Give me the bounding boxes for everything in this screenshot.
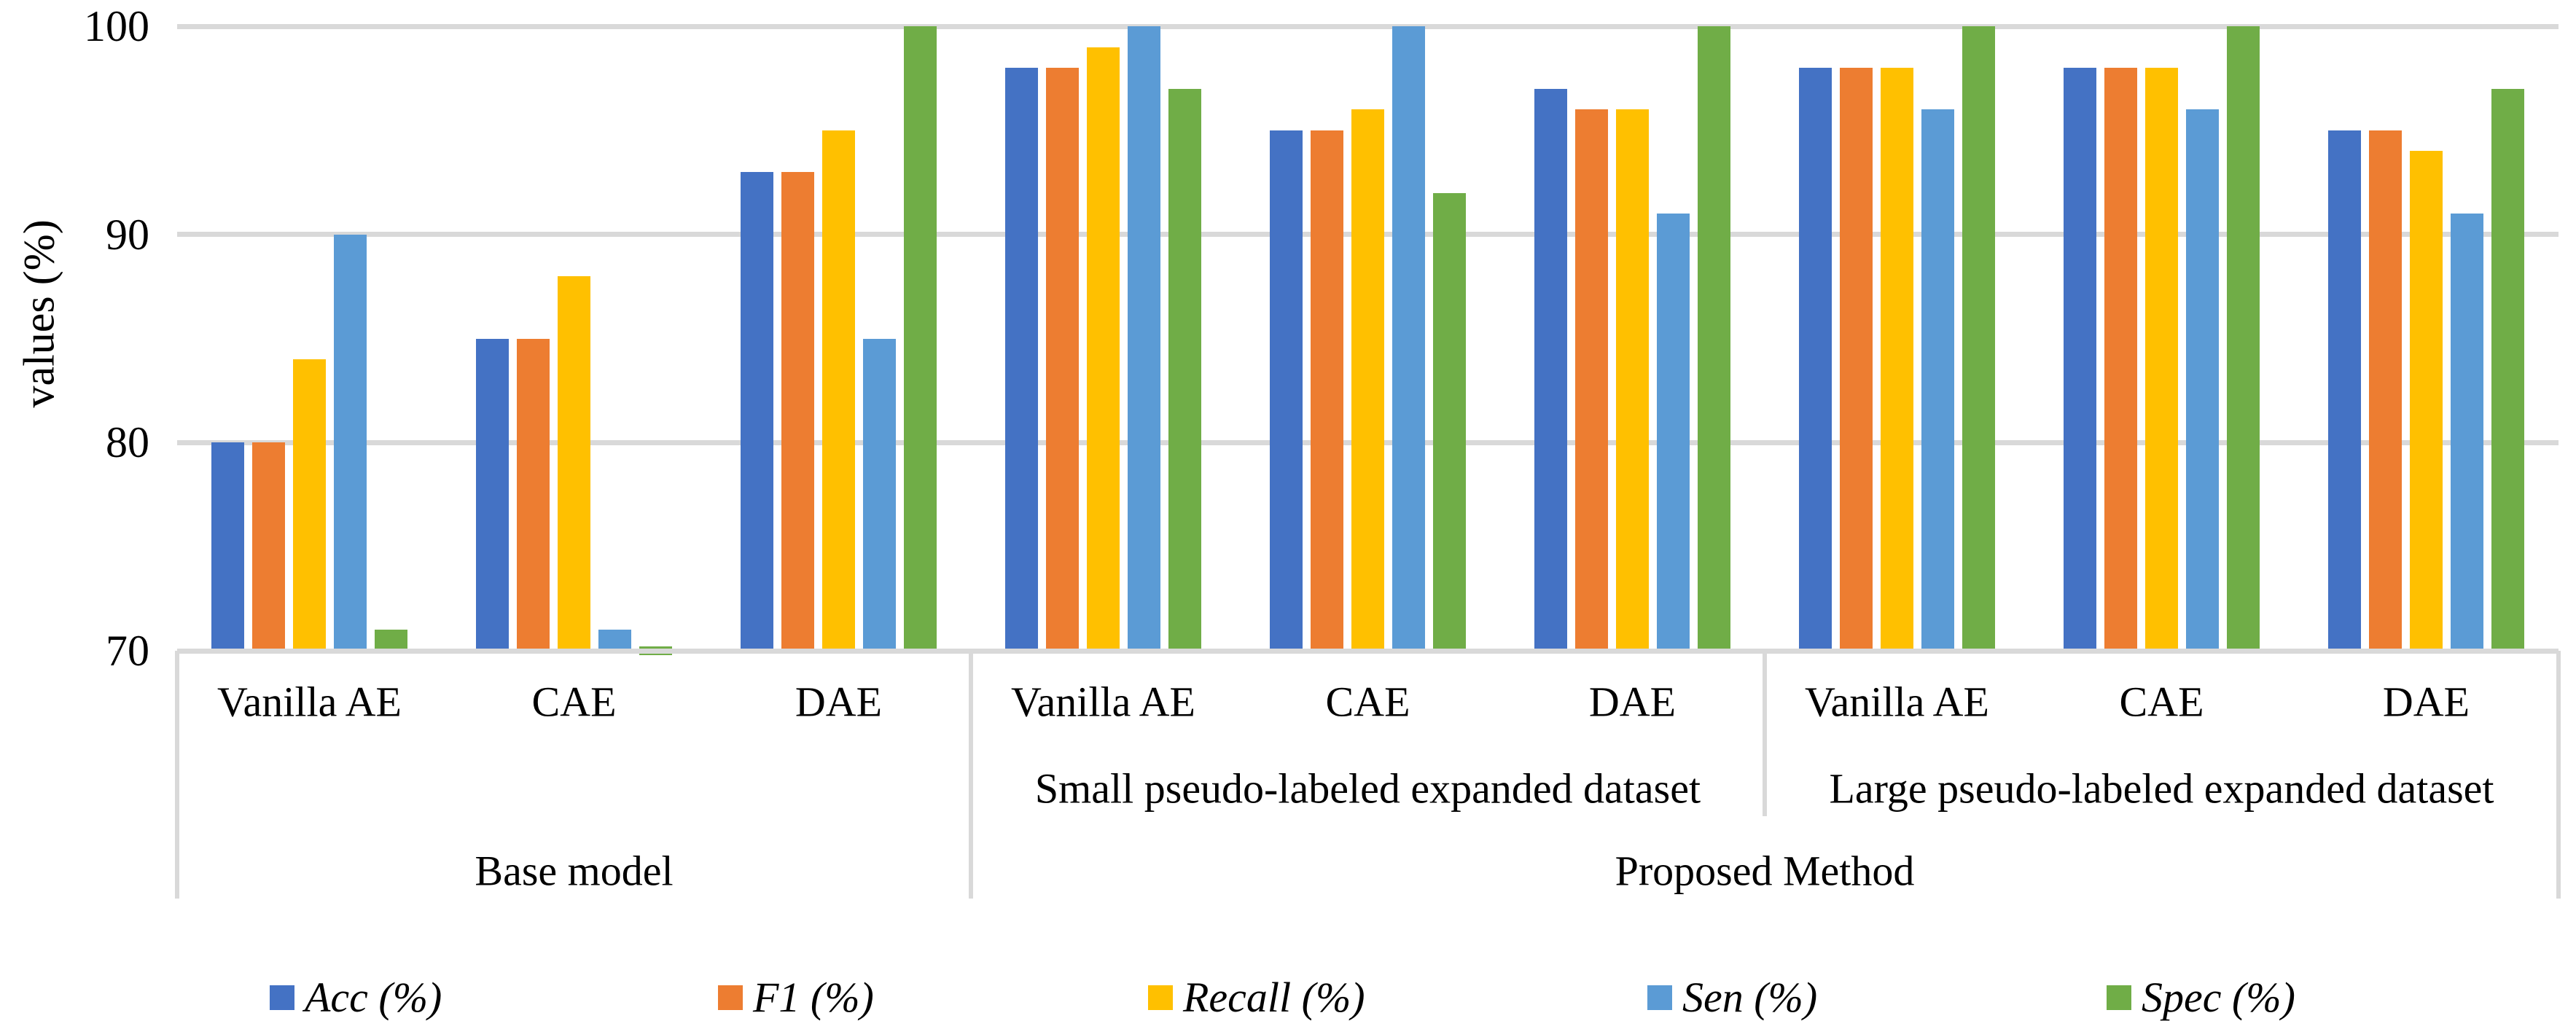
category-label-model: Vanilla AE — [1805, 678, 1989, 726]
category-label-dataset: Large pseudo-labeled expanded dataset — [1829, 764, 2494, 813]
category-label-model: Vanilla AE — [1011, 678, 1195, 726]
legend-label: Sen (%) — [1682, 974, 1818, 1021]
legend-item: F1 (%) — [718, 977, 874, 1019]
bar — [863, 338, 896, 651]
bar — [781, 171, 814, 651]
bar — [1392, 26, 1425, 651]
bar — [375, 630, 407, 651]
legend-item: Sen (%) — [1647, 977, 1817, 1019]
legend-item: Recall (%) — [1148, 977, 1365, 1019]
category-label-model: CAE — [2119, 678, 2204, 726]
y-tick-label-90: 90 — [106, 210, 149, 259]
bar — [293, 359, 326, 651]
bar — [598, 630, 631, 651]
legend-swatch-icon — [270, 985, 294, 1010]
bar — [1168, 88, 1201, 651]
legend-label: Spec (%) — [2142, 974, 2295, 1021]
legend-item: Acc (%) — [270, 977, 442, 1019]
bar — [2491, 88, 2524, 651]
bar — [1270, 130, 1303, 651]
axis-table-divider — [175, 651, 179, 899]
x-axis-line — [177, 648, 2559, 654]
legend-swatch-icon — [718, 985, 743, 1010]
y-tick-label-70: 70 — [106, 627, 149, 675]
bar — [558, 275, 590, 651]
bar — [2145, 68, 2178, 651]
y-tick-label-100: 100 — [84, 2, 149, 50]
bar — [211, 442, 244, 651]
category-label-method: Proposed Method — [1615, 847, 1915, 895]
legend-swatch-icon — [2107, 985, 2131, 1010]
legend-item: Spec (%) — [2107, 977, 2295, 1019]
category-label-method: Base model — [475, 847, 674, 895]
y-tick-label-80: 80 — [106, 418, 149, 467]
bar — [2227, 26, 2260, 651]
bar — [1128, 26, 1160, 651]
legend-swatch-icon — [1148, 985, 1173, 1010]
bar — [822, 130, 855, 651]
category-label-model: Vanilla AE — [217, 678, 402, 726]
y-axis-title: values (%) — [15, 219, 63, 408]
category-label-model: CAE — [531, 678, 617, 726]
bar — [1921, 109, 1954, 651]
bar — [1881, 68, 1913, 651]
bar — [2104, 68, 2137, 651]
bar — [1575, 109, 1608, 651]
legend-label: F1 (%) — [753, 974, 874, 1021]
axis-table-divider-partial — [1763, 651, 1767, 816]
bar — [1311, 130, 1343, 651]
bar — [334, 234, 367, 651]
legend-label: Acc (%) — [305, 974, 442, 1021]
bar — [1087, 47, 1120, 651]
bar — [1534, 88, 1567, 651]
bar — [904, 26, 937, 651]
bar — [2451, 214, 2483, 651]
bar — [476, 338, 509, 651]
category-label-model: DAE — [1588, 678, 1677, 726]
bar — [1698, 26, 1730, 651]
bar — [2369, 130, 2402, 651]
category-label-model: CAE — [1325, 678, 1410, 726]
bar — [1351, 109, 1384, 651]
bar — [1005, 68, 1038, 651]
axis-table-divider — [969, 651, 973, 899]
bar — [2064, 68, 2096, 651]
bar — [2328, 130, 2361, 651]
bar — [252, 442, 285, 651]
axis-table-divider — [2556, 651, 2561, 899]
bar — [741, 171, 773, 651]
bar — [1962, 26, 1995, 651]
category-label-dataset: Small pseudo-labeled expanded dataset — [1034, 764, 1701, 813]
bar — [517, 338, 550, 651]
bar — [1840, 68, 1873, 651]
bar — [2410, 151, 2443, 651]
legend-label: Recall (%) — [1183, 974, 1365, 1021]
bar — [1657, 214, 1690, 651]
bar — [2186, 109, 2219, 651]
legend-swatch-icon — [1647, 985, 1672, 1010]
category-label-model: DAE — [2382, 678, 2470, 726]
bar — [1433, 192, 1466, 651]
gridline-100 — [177, 23, 2559, 29]
bar — [1799, 68, 1832, 651]
bar — [1046, 68, 1079, 651]
bar — [1616, 109, 1649, 651]
category-label-model: DAE — [795, 678, 883, 726]
